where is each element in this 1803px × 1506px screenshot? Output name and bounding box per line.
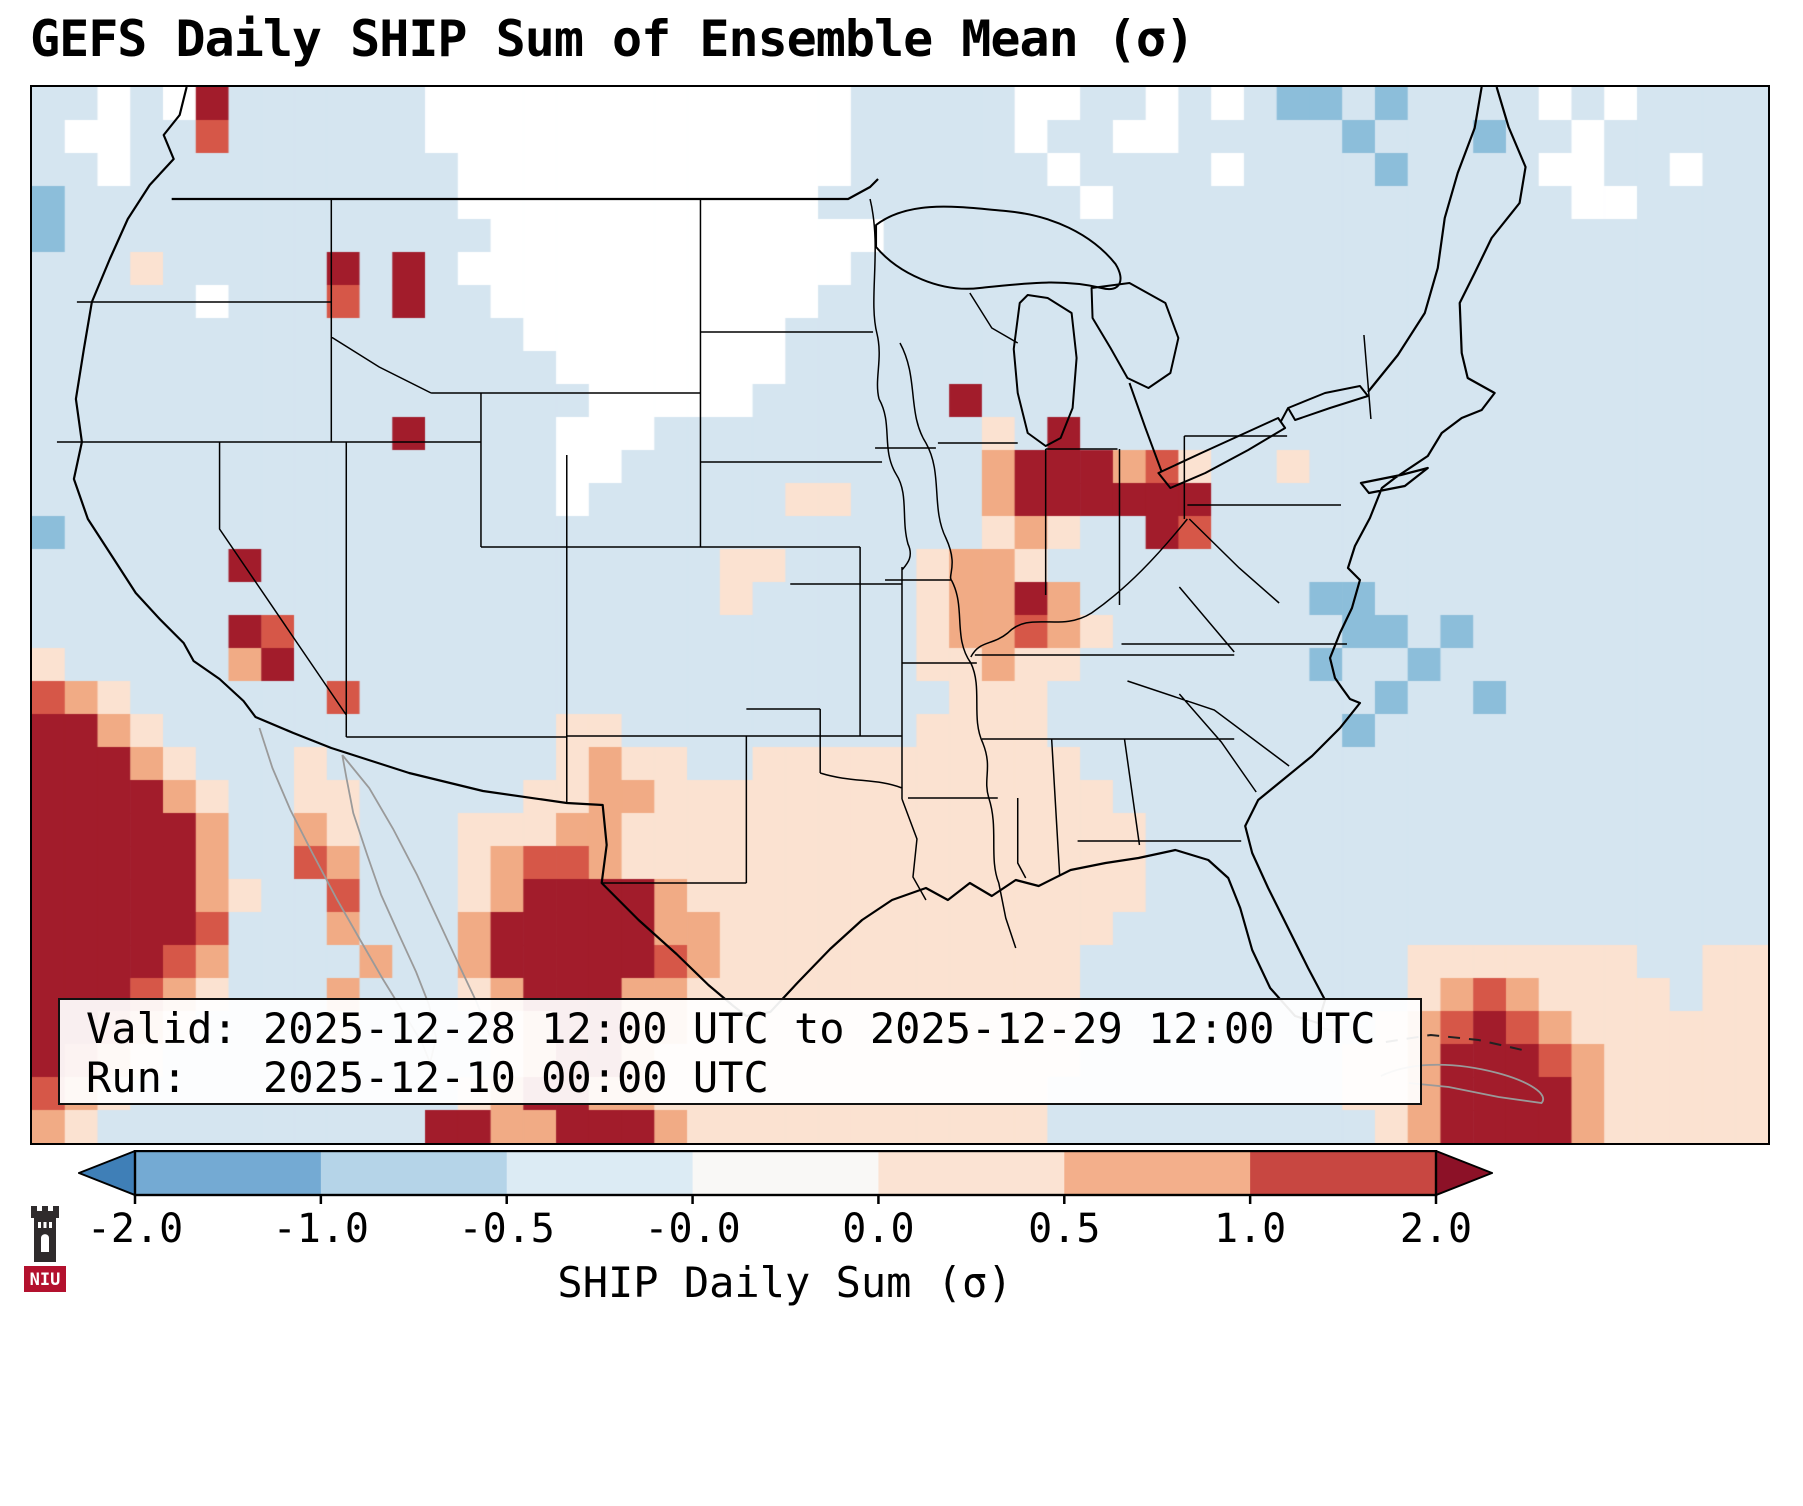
valid-time-line: Valid: 2025-12-28 12:00 UTC to 2025-12-2… bbox=[86, 1004, 1376, 1053]
colorbar-tick-label: 2.0 bbox=[1399, 1206, 1473, 1252]
colorbar-tick-label: -0.0 bbox=[644, 1206, 741, 1252]
colorbar-tick-label: 0.5 bbox=[1028, 1206, 1101, 1252]
run-time-line: Run: 2025-12-10 00:00 UTC bbox=[86, 1053, 769, 1102]
map-panel bbox=[30, 85, 1770, 1145]
great-lakes bbox=[875, 205, 1369, 489]
niu-logo-text: NIU bbox=[30, 1270, 61, 1290]
state-lines bbox=[56, 198, 1372, 949]
info-box: Valid: 2025-12-28 12:00 UTC to 2025-12-2… bbox=[58, 998, 1422, 1105]
niu-banner bbox=[24, 1266, 66, 1292]
colorbar-tick-label: -1.0 bbox=[272, 1206, 370, 1252]
niu-tower-icon bbox=[31, 1206, 59, 1262]
colorbar-label: SHIP Daily Sum (σ) bbox=[557, 1258, 1013, 1307]
colorbar bbox=[78, 1150, 1493, 1204]
colorbar-tick-labels: -2.0 -1.0 -0.5 -0.0 0.0 0.5 1.0 2.0 bbox=[78, 1206, 1493, 1256]
page-title: GEFS Daily SHIP Sum of Ensemble Mean (σ) bbox=[30, 10, 1195, 68]
colorbar-tick-label: -2.0 bbox=[86, 1206, 184, 1252]
state-boundaries bbox=[56, 87, 1544, 1104]
niu-logo: NIU bbox=[22, 1202, 68, 1298]
colorbar-tick-label: 0.0 bbox=[842, 1206, 915, 1252]
us-outline bbox=[72, 87, 1527, 1025]
colorbar-tick-label: -0.5 bbox=[458, 1206, 555, 1252]
colorbar-tick-label: 1.0 bbox=[1214, 1206, 1287, 1252]
